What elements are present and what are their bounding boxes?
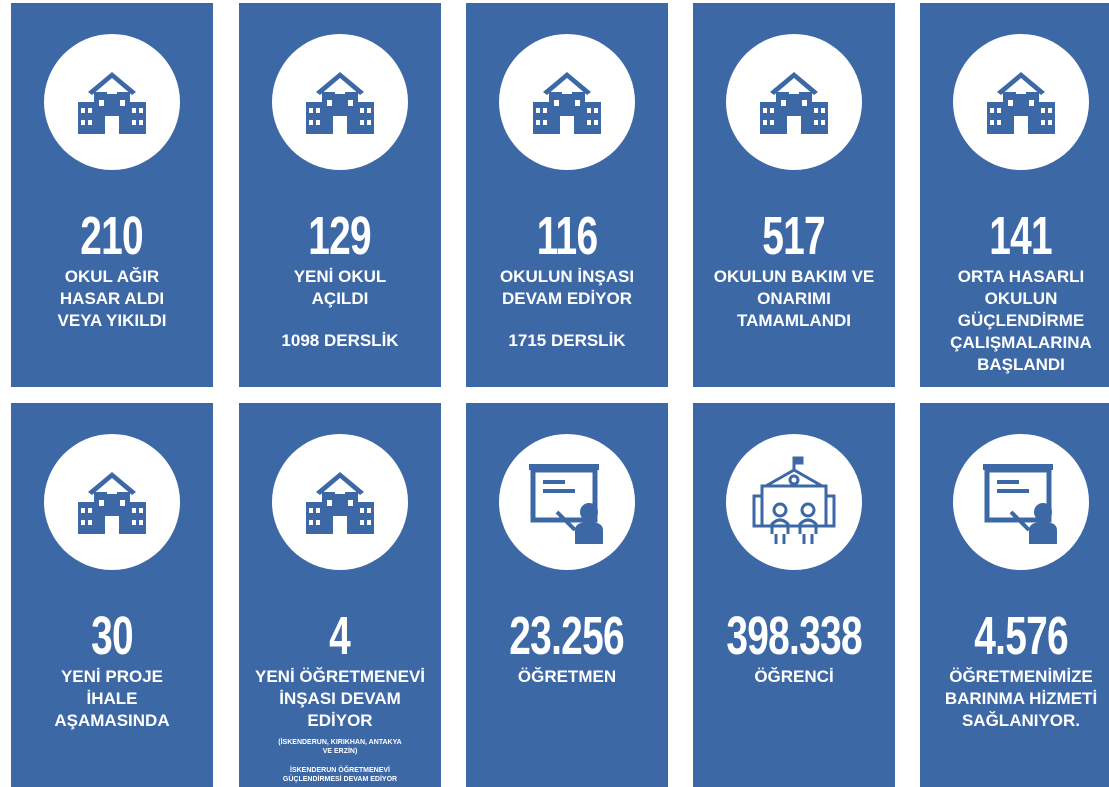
icon-circle xyxy=(499,434,635,570)
stat-card: 141 ORTA HASARLI OKULUN GÜÇLENDİRME ÇALIŞMAL… xyxy=(920,3,1109,387)
stat-label: ÖĞRETMENİMİZE xyxy=(949,667,1093,686)
stat-label: AŞAMASINDA xyxy=(54,711,170,730)
stat-label: GÜÇLENDİRME xyxy=(957,311,1085,330)
stat-number: 517 xyxy=(762,206,826,266)
icon-circle xyxy=(953,34,1089,170)
icon-circle xyxy=(272,34,408,170)
stat-note: (İSKENDERUN, KIRIKHAN, ANTAKYA xyxy=(278,739,402,746)
stat-number: 4.576 xyxy=(974,606,1068,666)
icon-teacher xyxy=(529,464,603,544)
stat-extra: 1715 DERSLİK xyxy=(508,331,626,350)
icon-school xyxy=(306,72,374,134)
stat-label: YENİ PROJE xyxy=(60,667,164,686)
stat-label: OKULUN BAKIM VE xyxy=(713,267,875,286)
stat-number: 30 xyxy=(91,606,134,666)
icon-school xyxy=(760,72,828,134)
card-text: 398.338 ÖĞRENCİ xyxy=(693,606,895,688)
stat-number: 23.256 xyxy=(509,606,625,666)
stat-label: TAMAMLANDI xyxy=(737,311,851,330)
stat-label: ÇALIŞMALARINA xyxy=(950,333,1092,352)
icon-school xyxy=(78,72,146,134)
stat-label: ÖĞRETMEN xyxy=(517,667,617,686)
icon-school xyxy=(306,472,374,534)
stat-extra: 1098 DERSLİK xyxy=(281,331,399,350)
stat-card: 4.576 ÖĞRETMENİMİZE BARINMA HİZMETİ SAĞLANI… xyxy=(920,403,1109,787)
stat-card: 116 OKULUN İNŞASI DEVAM EDİYOR 1715 DERSLİK xyxy=(466,3,668,387)
stat-card: 517 OKULUN BAKIM VE ONARIMI TAMAMLANDI xyxy=(693,3,895,387)
icon-school xyxy=(533,72,601,134)
stat-label: ONARIMI xyxy=(757,289,831,308)
stat-number: 129 xyxy=(308,206,372,266)
stat-label: EDİYOR xyxy=(307,711,373,730)
stat-card: 23.256 ÖĞRETMEN xyxy=(466,403,668,787)
stat-card: 210 OKUL AĞIR HASAR ALDI VEYA YIKILDI xyxy=(11,3,213,387)
stat-label: OKULUN İNŞASI xyxy=(499,267,635,286)
stat-card: 129 YENİ OKUL AÇILDI 1098 DERSLİK xyxy=(239,3,441,387)
card-text: 517 OKULUN BAKIM VE ONARIMI TAMAMLANDI xyxy=(693,206,895,332)
stat-label: İNŞASI DEVAM xyxy=(279,689,401,708)
stat-note: İSKENDERUN ÖĞRETMENEVİ xyxy=(290,767,390,774)
card-text: 129 YENİ OKUL AÇILDI 1098 DERSLİK xyxy=(239,206,441,352)
stat-label: BAŞLANDI xyxy=(977,355,1065,374)
stat-note: GÜÇLENDİRMESİ DEVAM EDİYOR xyxy=(282,776,398,783)
stat-label: AÇILDI xyxy=(311,289,369,308)
stat-number: 141 xyxy=(989,206,1053,266)
icon-circle xyxy=(953,434,1089,570)
stat-label: HASAR ALDI xyxy=(59,289,165,308)
stat-note: VE ERZİN) xyxy=(322,748,358,755)
stat-label: OKULUN xyxy=(984,289,1058,308)
card-text: 116 OKULUN İNŞASI DEVAM EDİYOR 1715 DERSLİK xyxy=(466,206,668,352)
stat-card: 4 YENİ ÖĞRETMENEVİ İNŞASI DEVAM EDİYOR (İSKE… xyxy=(239,403,441,787)
stat-label: OKUL AĞIR xyxy=(64,267,160,286)
stat-label: İHALE xyxy=(86,689,138,708)
stat-label: DEVAM EDİYOR xyxy=(501,289,633,308)
stat-label: ÖĞRENCİ xyxy=(754,667,834,686)
stat-label: VEYA YIKILDI xyxy=(57,311,167,330)
icon-students xyxy=(752,456,836,544)
icon-teacher xyxy=(983,464,1057,544)
icon-circle xyxy=(44,34,180,170)
card-text: 4.576 ÖĞRETMENİMİZE BARINMA HİZMETİ SAĞLANI… xyxy=(920,606,1109,732)
stat-card: 30 YENİ PROJE İHALE AŞAMASINDA xyxy=(11,403,213,787)
stat-card: 398.338 ÖĞRENCİ xyxy=(693,403,895,787)
card-text: 23.256 ÖĞRETMEN xyxy=(466,606,668,688)
stat-number: 398.338 xyxy=(726,606,862,666)
stat-label: YENİ ÖĞRETMENEVİ xyxy=(254,667,426,686)
stat-label: ORTA HASARLI xyxy=(957,267,1085,286)
icon-circle xyxy=(44,434,180,570)
icon-circle xyxy=(726,434,862,570)
icon-circle xyxy=(499,34,635,170)
stat-label: YENİ OKUL xyxy=(293,267,387,286)
stat-number: 4 xyxy=(329,606,352,666)
stat-label: BARINMA HİZMETİ xyxy=(944,689,1098,708)
stat-label: SAĞLANIYOR. xyxy=(961,711,1081,730)
stat-number: 116 xyxy=(536,206,598,266)
icon-school xyxy=(987,72,1055,134)
card-text: 30 YENİ PROJE İHALE AŞAMASINDA xyxy=(11,606,213,732)
icon-circle xyxy=(272,434,408,570)
card-text: 210 OKUL AĞIR HASAR ALDI VEYA YIKILDI xyxy=(11,206,213,332)
card-text: 141 ORTA HASARLI OKULUN GÜÇLENDİRME ÇALIŞMAL… xyxy=(920,206,1109,376)
icon-circle xyxy=(726,34,862,170)
icon-school xyxy=(78,472,146,534)
card-text: 4 YENİ ÖĞRETMENEVİ İNŞASI DEVAM EDİYOR (İSKE… xyxy=(239,606,441,784)
stat-number: 210 xyxy=(80,206,144,266)
